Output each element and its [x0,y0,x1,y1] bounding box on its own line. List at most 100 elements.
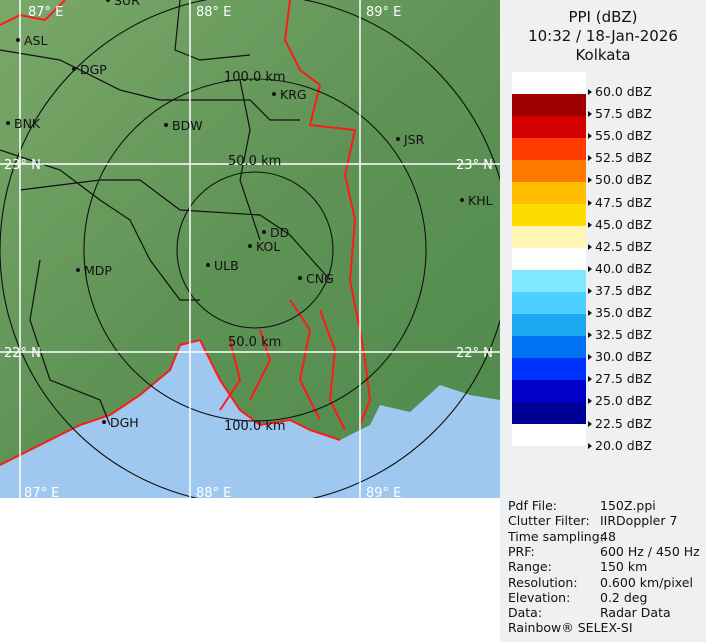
lat-label-22: 22° N [4,346,41,361]
datetime: 10:32 / 18-Jan-2026 [528,27,678,45]
scale-swatch [512,160,586,182]
scale-label: 42.5 dBZ [588,239,652,254]
place-label: ASL [24,33,47,48]
scale-label: 60.0 dBZ [588,84,652,99]
lat-label-22-right: 22° N [456,346,493,361]
scale-label: 47.5 dBZ [588,195,652,210]
info-key: PRF: [508,543,535,559]
footer-brand: Rainbow® SELEX-SI [508,620,633,635]
lon-label-87-bottom: 87° E [24,486,59,498]
scale-swatch [512,380,586,402]
place-dot [206,263,210,267]
place-dot [262,230,266,234]
scale-swatch [512,116,586,138]
info-value: 150Z.ppi [600,498,656,513]
scale-swatch [512,402,586,424]
station-name: Kolkata [575,46,631,64]
info-row: Resolution: 0.600 km/pixel [508,574,693,590]
scale-label: 37.5 dBZ [588,283,652,298]
scale-swatch [512,226,586,248]
info-row: Elevation: 0.2 deg [508,589,647,605]
place-dot [164,123,168,127]
scale-swatch [512,94,586,116]
state-borders [0,0,331,426]
lon-label-88-bottom: 88° E [196,486,231,498]
scale-swatch [512,292,586,314]
scale-swatch [512,138,586,160]
ring-label-50-bottom: 50.0 km [228,335,281,350]
radar-map: 87° E 88° E 89° E 87° E 88° E 89° E 23° … [0,0,500,498]
scale-label: 22.5 dBZ [588,416,652,431]
info-row: Time sampling: 48 [508,528,616,544]
ring-label-100-top: 100.0 km [224,70,286,85]
place-dot [72,67,76,71]
info-value: 0.600 km/pixel [600,574,693,590]
scale-label: 25.0 dBZ [588,393,652,408]
info-key: Clutter Filter: [508,513,590,529]
place-dot [106,0,110,2]
info-key: Resolution: [508,574,578,590]
place-label: JSR [403,132,425,147]
scale-label: 45.0 dBZ [588,217,652,232]
place-dot [248,244,252,248]
place-label: ULB [214,258,239,273]
info-row: PRF: 600 Hz / 450 Hz [508,543,700,559]
place-dot [16,38,20,42]
range-rings [0,0,500,498]
place-label: KHL [468,193,493,208]
lon-label-88: 88° E [196,5,231,20]
scale-swatch [512,270,586,292]
lon-label-89-bottom: 89° E [366,486,401,498]
place-label: MDP [84,263,112,278]
info-key: Elevation: [508,589,571,605]
scale-swatch [512,204,586,226]
legend-panel: PPI (dBZ) 10:32 / 18-Jan-2026 Kolkata 60… [500,0,706,642]
place-label: SUR [114,0,140,8]
scale-label: 40.0 dBZ [588,261,652,276]
scale-label: 20.0 dBZ [588,438,652,453]
info-value: 150 km [600,559,648,575]
lat-label-23: 23° N [4,158,41,173]
scale-swatch [512,358,586,380]
land [0,0,500,465]
place-dot [102,420,106,424]
place-label: DGP [80,62,107,77]
place-label: BNK [14,116,41,131]
info-value: 600 Hz / 450 Hz [600,543,700,559]
place-label: CNG [306,271,334,286]
scale-label: 32.5 dBZ [588,327,652,342]
scale-swatch [512,314,586,336]
lat-lon-grid [0,0,500,498]
scale-label: 55.0 dBZ [588,128,652,143]
info-key: Time sampling: [508,528,604,544]
product-title: PPI (dBZ) [568,8,638,26]
international-border [0,0,372,466]
place-label: KRG [280,87,307,102]
scale-swatch [512,72,586,94]
place-dot [76,268,80,272]
scale-label: 52.5 dBZ [588,150,652,165]
scale-swatch [512,182,586,204]
info-key: Pdf File: [508,498,557,513]
place-dot [6,121,10,125]
color-scale [512,72,586,446]
scale-swatch [512,248,586,270]
lat-label-23-right: 23° N [456,158,493,173]
lon-label-89: 89° E [366,5,401,20]
info-key: Data: [508,605,543,621]
ring-label-50-top: 50.0 km [228,154,281,169]
info-row: Pdf File: 150Z.ppi [508,498,656,513]
scale-label: 27.5 dBZ [588,371,652,386]
info-value: IIRDoppler 7 [600,513,678,529]
place-dot [460,198,464,202]
info-row: Data: Radar Data [508,605,671,621]
scale-label: 35.0 dBZ [588,305,652,320]
info-value: Radar Data [600,605,671,621]
place-dot [298,276,302,280]
info-value: 0.2 deg [600,589,648,605]
place-dot [396,137,400,141]
place-dot [272,92,276,96]
place-label: DGH [110,415,139,430]
info-row: Range: 150 km [508,559,647,574]
place-label: BDW [172,118,203,133]
